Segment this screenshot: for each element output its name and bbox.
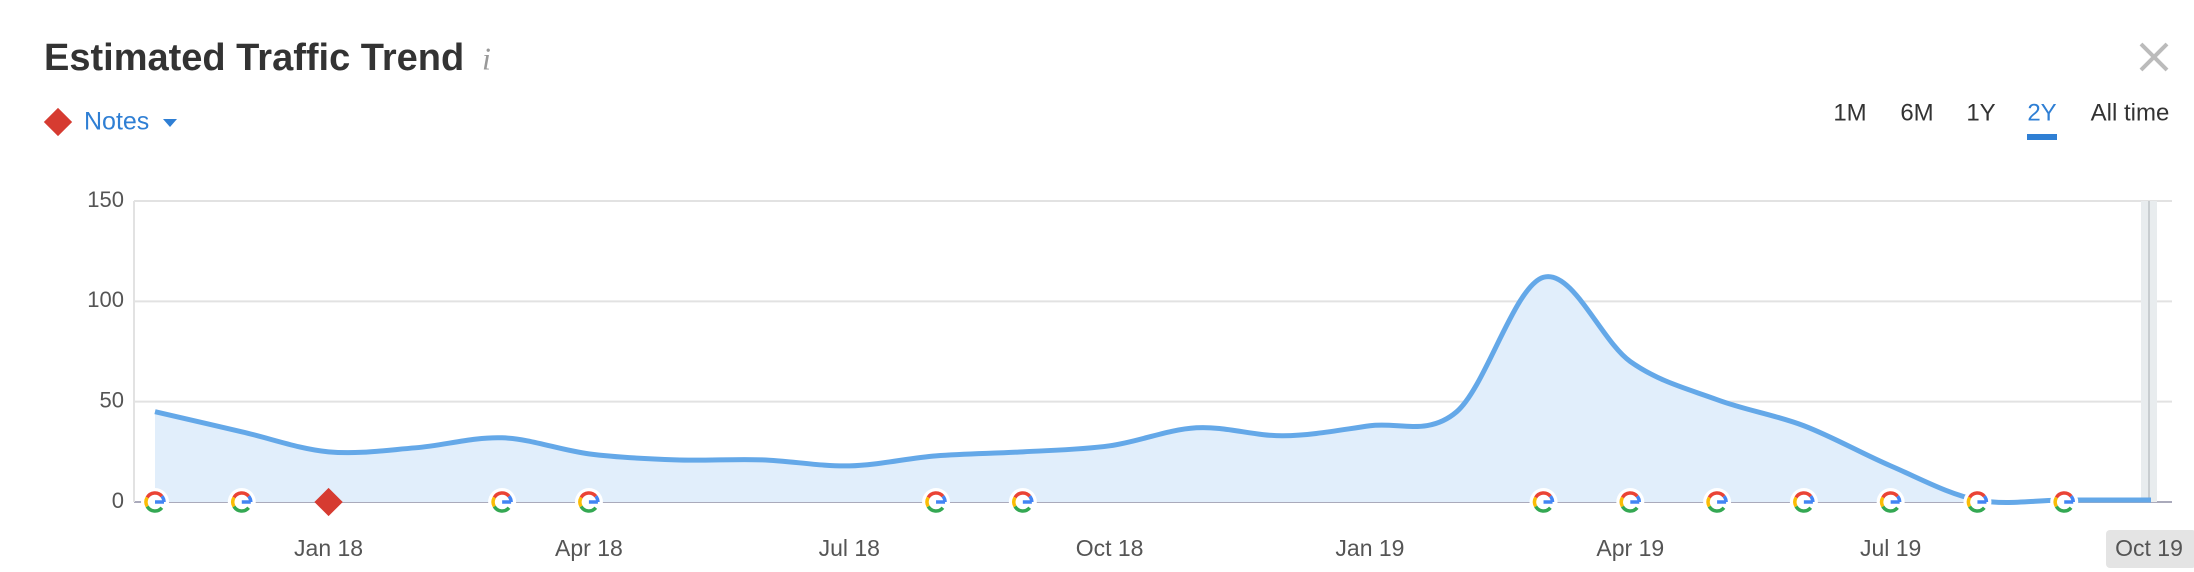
icon-arc	[1013, 505, 1032, 513]
icon-arc	[926, 505, 945, 513]
plot: 0 50 100 150 Jan 18 Apr 18 Jul 18 Oct 18 Jan 19 A…	[87, 187, 2194, 568]
y-tick-label: 150	[87, 187, 124, 212]
y-tick-label: 0	[112, 488, 124, 513]
icon-arc	[578, 496, 583, 508]
range-button[interactable]: 2Y	[2027, 99, 2056, 126]
icon-arc	[1620, 491, 1639, 499]
x-label-highlight	[2106, 530, 2194, 568]
y-tick-label: 100	[87, 287, 124, 312]
google-update-icon[interactable]	[488, 488, 517, 516]
notes-button[interactable]: Notes	[84, 108, 149, 136]
x-tick-label: Oct 18	[1076, 535, 1144, 561]
icon-arc	[492, 505, 511, 513]
note-marker[interactable]	[314, 487, 343, 517]
icon-arc	[1968, 491, 1986, 499]
icon-arc	[1968, 505, 1986, 513]
close-stroke	[2139, 42, 2169, 72]
area	[155, 276, 2151, 503]
notes-icon	[43, 107, 73, 137]
google-update-icon[interactable]	[1703, 488, 1732, 516]
google-update-icon[interactable]	[1616, 488, 1645, 516]
google-update-icon[interactable]	[1963, 488, 1992, 516]
icon-arc	[2053, 496, 2059, 508]
icon-arc	[1620, 505, 1639, 513]
icon-arc	[231, 496, 236, 508]
icon-arc	[1532, 496, 1538, 508]
range-button[interactable]: 1Y	[1966, 99, 1995, 126]
google-update-icon[interactable]	[574, 488, 603, 516]
title: Estimated Traffic Trend	[44, 37, 464, 79]
range-button[interactable]: 6M	[1900, 99, 1933, 126]
icon-arc	[1013, 491, 1032, 499]
icon-arc	[1534, 505, 1552, 513]
icon-arc	[232, 505, 251, 513]
google-update-icon[interactable]	[922, 488, 951, 516]
google-update-icon[interactable]	[227, 488, 256, 516]
google-update-icon[interactable]	[141, 488, 169, 516]
icon-arc	[926, 491, 945, 499]
icon-arc	[144, 496, 149, 508]
x-tick-label: Apr 19	[1596, 535, 1664, 561]
google-update-icon[interactable]	[1789, 488, 1818, 516]
icon-arc	[1793, 496, 1798, 508]
close-button[interactable]	[2139, 42, 2169, 72]
icon-arc	[1619, 496, 1625, 508]
notes-caret[interactable]	[163, 119, 177, 127]
icon-arc	[1794, 505, 1813, 513]
x-tick-label: Apr 18	[555, 535, 623, 561]
range-button[interactable]: All time	[2091, 99, 2170, 126]
icon-arc	[2054, 505, 2073, 513]
icon-arc	[1881, 505, 1899, 513]
icon-arc	[1879, 496, 1885, 508]
google-update-icon[interactable]	[1876, 488, 1905, 516]
x-tick-label: Jul 18	[819, 535, 880, 561]
icon-arc	[1706, 496, 1711, 508]
icon-arc	[579, 491, 598, 499]
icon-arc	[925, 496, 930, 508]
line	[154, 274, 2151, 506]
range-selected-indicator	[2027, 134, 2057, 140]
x-tick-label: Oct 19	[2115, 535, 2183, 561]
icon-arc	[1707, 505, 1726, 513]
range-buttons: 1M 6M 1Y 2Y All time	[1833, 99, 2169, 140]
y-tick-label: 50	[100, 387, 124, 412]
icon-arc	[232, 491, 251, 499]
icon-arc	[145, 491, 164, 499]
icon-arc	[1707, 491, 1726, 499]
google-update-icon[interactable]	[2050, 488, 2079, 516]
icon-arc	[579, 505, 598, 513]
icon-arc	[2054, 491, 2073, 499]
google-update-icon[interactable]	[1008, 488, 1037, 516]
icon-arc	[1881, 491, 1899, 499]
x-tick-label: Jan 19	[1335, 535, 1404, 561]
icon-arc	[1794, 491, 1813, 499]
icon-arc	[145, 505, 164, 513]
x-tick-label: Jan 18	[294, 535, 363, 561]
icon-arc	[492, 491, 511, 499]
google-update-icon[interactable]	[1529, 488, 1558, 516]
icon-arc	[1012, 496, 1017, 508]
info-icon[interactable]: i	[482, 40, 491, 76]
icon-arc	[1966, 496, 1972, 508]
icon-arc	[491, 496, 496, 508]
x-tick-label: Jul 19	[1860, 535, 1921, 561]
icon-arc	[1534, 491, 1552, 499]
range-button[interactable]: 1M	[1833, 99, 1866, 126]
